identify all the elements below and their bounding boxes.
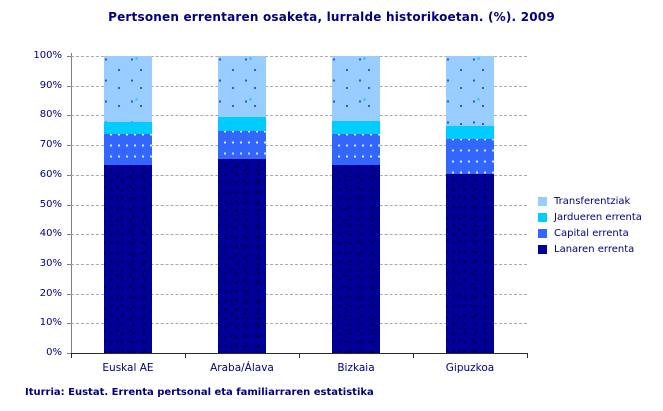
legend-swatch-icon [538,228,547,238]
legend-label: Transferentziak [554,195,631,207]
source-note: Iturria: Eustat. Errenta pertsonal eta f… [25,387,374,398]
legend-item: Capital errenta [538,225,642,241]
legend-swatch-icon [538,196,547,206]
y-axis-tick [67,115,71,117]
bar-segment-jardueren-errenta [218,117,266,131]
bar-euskal-ae [104,56,152,353]
bar-bizkaia [332,56,380,353]
gridline [71,85,527,87]
x-axis-tick [71,354,72,358]
y-axis-tick-label: 20% [39,287,62,299]
legend-item: Jardueren errenta [538,209,642,225]
chart-title: Pertsonen errentaren osaketa, lurralde h… [108,10,555,24]
x-axis-category-label: Bizkaia [337,362,375,374]
y-axis-tick [67,56,71,57]
bar-segment-capital-errenta [332,134,380,165]
y-axis-tick [67,323,71,325]
legend-label: Jardueren errenta [554,211,642,223]
legend-label: Lanaren errenta [554,243,635,255]
bar-gipuzkoa [446,56,494,353]
x-axis-tick [527,354,528,358]
bar-segment-jardueren-errenta [332,121,380,134]
gridline [71,174,527,176]
y-axis-tick-label: 70% [39,139,62,151]
y-axis-tick-label: 80% [39,109,62,121]
y-axis-tick-label: 100% [33,50,62,61]
bar-segment-capital-errenta [218,131,266,159]
legend-swatch-icon [538,212,547,222]
legend-item: Lanaren errenta [538,241,642,257]
x-axis-tick [299,354,300,358]
x-axis-line [71,353,528,354]
bar-segment-transferentziak [332,56,380,121]
legend-label: Capital errenta [554,227,629,239]
gridline [71,323,527,325]
y-axis-tick [67,174,71,176]
gridline [71,204,527,206]
bar-segment-capital-errenta [104,134,152,165]
y-axis-tick-label: 30% [39,257,62,269]
bar-segment-transferentziak [446,56,494,126]
legend: Transferentziak Jardueren errenta Capital … [538,193,642,257]
bar-segment-lanaren-errenta [104,165,152,353]
y-axis-tick [67,204,71,206]
bar-segment-jardueren-errenta [446,126,494,139]
y-axis-tick-label: 90% [39,79,62,91]
gridline [71,115,527,117]
y-axis-tick [67,234,71,236]
gridline [71,56,527,57]
y-axis-tick-label: 10% [39,317,62,329]
bar-segment-lanaren-errenta [218,159,266,353]
bar-segment-jardueren-errenta [104,122,152,134]
y-axis-tick-label: 0% [46,347,62,358]
y-axis-tick-label: 40% [39,228,62,240]
x-axis-category-label: Gipuzkoa [445,362,495,374]
y-axis-tick [67,293,71,295]
y-axis-tick [67,145,71,147]
gridline [71,263,527,265]
x-axis-tick [185,354,186,358]
bar-segment-lanaren-errenta [332,165,380,353]
y-axis-tick [67,263,71,265]
y-axis-tick [67,353,71,354]
gridline [71,293,527,295]
bar-segment-capital-errenta [446,139,494,174]
y-axis-tick-label: 50% [39,198,62,210]
gridline [71,234,527,236]
legend-item: Transferentziak [538,193,642,209]
y-axis-line [71,53,72,353]
y-axis-tick [67,85,71,87]
y-axis-tick-label: 60% [39,168,62,180]
bar-segment-transferentziak [104,56,152,122]
bar-segment-lanaren-errenta [446,174,494,353]
legend-swatch-icon [538,244,547,254]
x-axis-category-label: Araba/Álava [210,362,274,374]
bar-segment-transferentziak [218,56,266,117]
x-axis-tick [413,354,414,358]
bar-araba-lava [218,56,266,353]
x-axis-category-label: Euskal AE [102,362,154,374]
gridline [71,145,527,147]
plot-area [71,56,527,353]
